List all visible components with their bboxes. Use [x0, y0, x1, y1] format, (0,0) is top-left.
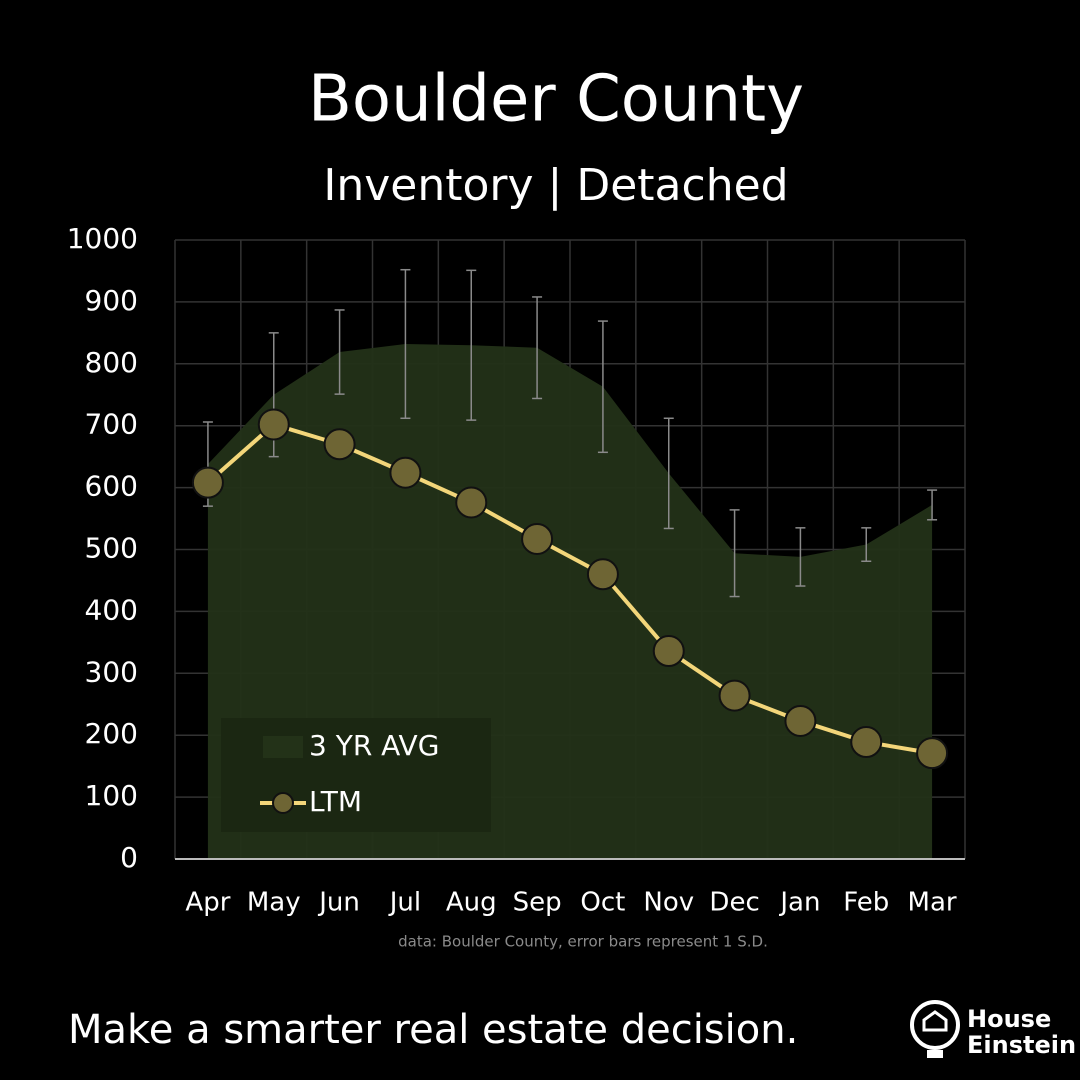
legend-swatch [263, 736, 303, 758]
x-tick-label: Sep [513, 888, 562, 918]
point [586, 558, 619, 591]
note: data: Boulder County, error bars represe… [398, 933, 768, 951]
x-tick-label: Aug [446, 888, 497, 918]
x-tick-label: Mar [908, 888, 957, 918]
chart-subtitle: Inventory | Detached [323, 160, 788, 211]
y-tick-label: 900 [85, 284, 138, 317]
logo: House Einstein [910, 1000, 1076, 1059]
point [652, 635, 685, 668]
error-bar [927, 489, 938, 521]
y-tick-label: 100 [85, 779, 138, 812]
error-bar [729, 509, 740, 598]
error-bar [861, 527, 872, 563]
error-bar [334, 309, 345, 395]
point [784, 704, 817, 737]
error-bar [466, 269, 477, 421]
x-tick-label: Jan [778, 888, 820, 918]
point [521, 522, 554, 555]
tagline: Make a smarter real estate decision. [68, 1007, 798, 1053]
point [850, 726, 883, 759]
x-tick-label: Jul [388, 888, 421, 918]
y-tick-label: 800 [85, 346, 138, 379]
error-bar [597, 320, 608, 454]
x-tick-label: Oct [580, 888, 625, 918]
x-tick-label: Jun [317, 888, 360, 918]
x-tick-label: Dec [709, 888, 759, 918]
y-tick-label: 700 [85, 408, 138, 441]
point [257, 408, 290, 441]
y-tick-label: 1000 [67, 222, 138, 255]
error-bar [400, 268, 411, 420]
y-tick-label: 500 [85, 532, 138, 565]
x-tick-label: Apr [185, 888, 230, 918]
chart-title: Boulder County [308, 63, 804, 137]
point [916, 737, 949, 770]
logo-bulb [910, 1000, 960, 1050]
y-tick-label: 400 [85, 593, 138, 626]
y-tick-label: 200 [85, 717, 138, 750]
logo-house [922, 1010, 948, 1032]
point [455, 486, 488, 519]
point [191, 466, 224, 499]
point [389, 456, 422, 489]
legend-marker [272, 792, 294, 814]
x-tick-label: Feb [843, 888, 889, 918]
point [323, 428, 356, 461]
logo-base [927, 1050, 943, 1058]
x-tick-label: May [247, 888, 301, 918]
logo-text: Einstein [967, 1031, 1076, 1059]
y-tick-label: 600 [85, 470, 138, 503]
logo-text: House [967, 1005, 1051, 1033]
x-tick-label: Nov [643, 888, 694, 918]
legend-label: 3 YR AVG [309, 729, 439, 762]
error-bar [795, 527, 806, 587]
y-tick-label: 300 [85, 655, 138, 688]
legend-label: LTM [309, 785, 362, 818]
error-bar [663, 417, 674, 530]
y-tick-label: 0 [120, 841, 138, 874]
error-bar [532, 296, 543, 400]
point [718, 679, 751, 712]
